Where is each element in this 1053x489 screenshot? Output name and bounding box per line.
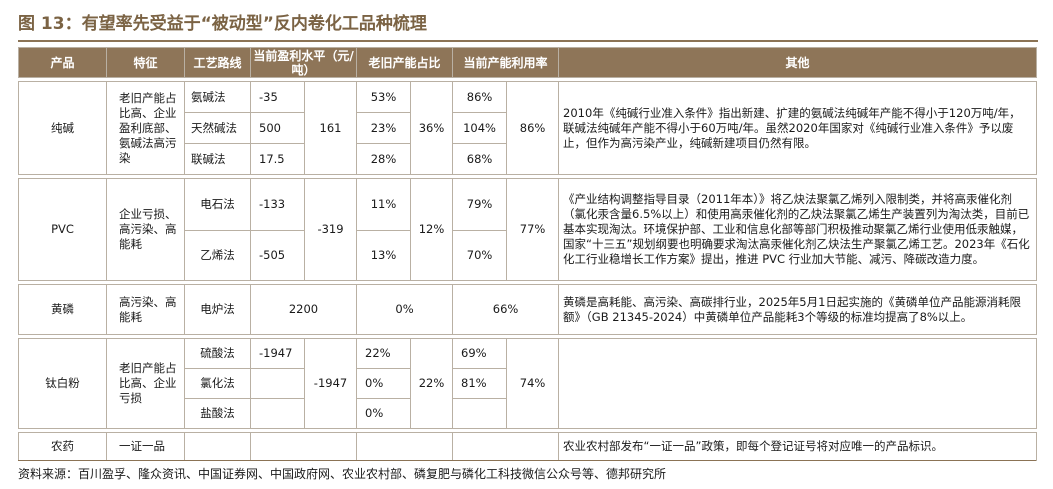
process-name: 电石法: [184, 178, 251, 231]
process-name: [184, 432, 251, 461]
header-utilization: 当前产能利用率: [452, 47, 560, 78]
product-feature: 高污染、高能耗: [106, 284, 185, 335]
table-row: 黄磷 高污染、高能耗 电炉法 2200 0% 66% 黄磷是高耗能、高污染、高碳…: [18, 284, 1038, 335]
utilization-value: 68%: [452, 143, 508, 175]
utilization-value: 66%: [452, 284, 560, 335]
process-name: 乙烯法: [184, 230, 251, 281]
utilization-value: 69%: [452, 338, 508, 369]
profit-value: 500: [250, 112, 305, 144]
other-note: 《产业结构调整指导目录（2011年本）》将乙炔法聚氯乙烯列入限制类，并将高汞催化…: [558, 178, 1038, 281]
old-capacity-value: 11%: [356, 178, 412, 231]
utilization-value: 104%: [452, 112, 508, 144]
old-capacity-value: 23%: [356, 112, 412, 144]
profit-value: -505: [250, 230, 305, 281]
table-row: 纯碱 老旧产能占比高、企业盈利底部、氨碱法高污染 氨碱法 -35 161 53%…: [18, 81, 1038, 175]
product-feature: 一证一品: [106, 432, 185, 461]
process-name: 联碱法: [184, 143, 251, 175]
profit-total: 161: [303, 81, 358, 175]
old-capacity-total: 36%: [410, 81, 454, 175]
product-feature: 老旧产能占比高、企业亏损: [106, 338, 185, 429]
figure-title: 图 13：有望率先受益于“被动型”反内卷化工品种梳理: [18, 8, 1038, 42]
product-name: 农药: [18, 432, 107, 461]
old-capacity-value: 0%: [356, 398, 412, 429]
profit-value: [249, 432, 358, 461]
process-name: 电炉法: [184, 284, 251, 335]
utilization-value: [452, 432, 560, 461]
profit-total: -319: [303, 178, 358, 281]
product-name: 钛白粉: [18, 338, 107, 429]
data-table: 产品 特征 工艺路线 当前盈利水平（元/吨） 老旧产能占比 当前产能利用率 其他…: [18, 47, 1038, 461]
process-name: 硫酸法: [184, 338, 251, 369]
old-capacity-value: 22%: [356, 338, 412, 369]
utilization-value: 81%: [452, 368, 508, 399]
profit-value: -1947: [250, 338, 305, 369]
other-note: 农业农村部发布“一证一品”政策，即每个登记证号将对应唯一的产品标识。: [558, 432, 1038, 461]
source-note: 资料来源：百川盈孚、隆众资讯、中国证券网、中国政府网、农业农村部、磷复肥与磷化工…: [18, 460, 1036, 482]
header-old-capacity: 老旧产能占比: [356, 47, 454, 78]
table-row: PVC 企业亏损、高污染、高能耗 电石法 -133 -319 11% 12% 7…: [18, 178, 1038, 281]
table-row: 乙烯法 -505 13% 70%: [19, 230, 1037, 281]
old-capacity-total: 12%: [410, 178, 454, 281]
profit-value: 2200: [249, 284, 358, 335]
product-name: 黄磷: [18, 284, 107, 335]
product-feature: 企业亏损、高污染、高能耗: [106, 178, 185, 281]
product-name: PVC: [18, 178, 107, 281]
utilization-value: [452, 398, 508, 429]
old-capacity-value: 13%: [356, 230, 412, 281]
table-row: 农药 一证一品 农业农村部发布“一证一品”政策，即每个登记证号将对应唯一的产品标…: [18, 432, 1038, 461]
table-row: 联碱法 17.5 28% 68%: [19, 143, 1037, 175]
product-name: 纯碱: [18, 81, 107, 175]
old-capacity-total: 22%: [410, 338, 454, 429]
table-row: 氯化法 0% 81%: [19, 368, 1037, 399]
other-note: 2010年《纯碱行业准入条件》指出新建、扩建的氨碱法纯碱年产能不得小于120万吨…: [558, 81, 1038, 175]
old-capacity-value: [356, 432, 454, 461]
utilization-total: 77%: [506, 178, 560, 281]
table-row: 盐酸法 0%: [19, 398, 1037, 429]
profit-value: 17.5: [250, 143, 305, 175]
other-note: [558, 338, 1038, 429]
profit-value: -133: [250, 178, 305, 231]
header-process: 工艺路线: [184, 47, 251, 78]
header-feature: 特征: [106, 47, 185, 78]
old-capacity-value: 53%: [356, 81, 412, 113]
table-row: 天然碱法 500 23% 104%: [19, 112, 1037, 144]
process-name: 氯化法: [184, 368, 251, 399]
header-row: 产品 特征 工艺路线 当前盈利水平（元/吨） 老旧产能占比 当前产能利用率 其他: [18, 47, 1038, 78]
profit-value: -35: [250, 81, 305, 113]
process-name: 氨碱法: [184, 81, 251, 113]
profit-value: [250, 368, 305, 399]
table-row: 钛白粉 老旧产能占比高、企业亏损 硫酸法 -1947 -1947 22% 22%…: [18, 338, 1038, 429]
process-name: 盐酸法: [184, 398, 251, 429]
old-capacity-value: 0%: [356, 284, 454, 335]
header-profit: 当前盈利水平（元/吨）: [249, 47, 358, 78]
utilization-total: 74%: [506, 338, 560, 429]
product-feature: 老旧产能占比高、企业盈利底部、氨碱法高污染: [106, 81, 185, 175]
utilization-total: 86%: [506, 81, 560, 175]
other-note: 黄磷是高耗能、高污染、高碳排行业，2025年5月1日起实施的《黄磷单位产品能源消…: [558, 284, 1038, 335]
utilization-value: 70%: [452, 230, 508, 281]
profit-total: -1947: [303, 338, 358, 429]
header-product: 产品: [18, 47, 107, 78]
header-other: 其他: [558, 47, 1038, 78]
process-name: 天然碱法: [184, 112, 251, 144]
utilization-value: 79%: [452, 178, 508, 231]
old-capacity-value: 28%: [356, 143, 412, 175]
profit-value: [250, 398, 305, 429]
utilization-value: 86%: [452, 81, 508, 113]
old-capacity-value: 0%: [356, 368, 412, 399]
